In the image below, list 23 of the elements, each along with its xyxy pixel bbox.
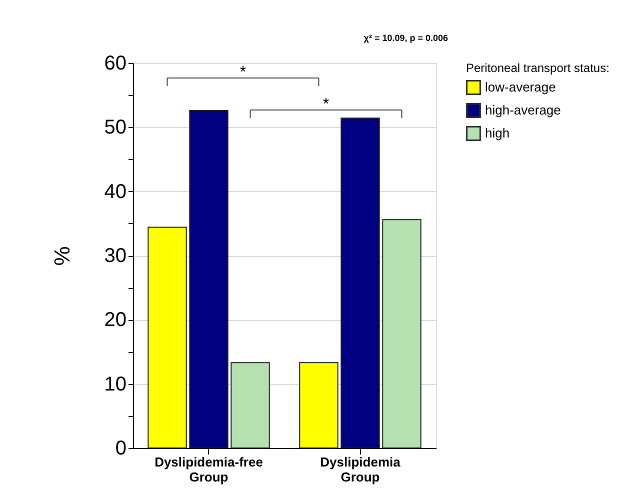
legend-label: low-average	[485, 80, 556, 94]
bar	[230, 362, 270, 448]
y-tick-label: 60	[104, 52, 126, 74]
bar	[382, 219, 422, 448]
y-tick-label: 0	[115, 438, 126, 460]
y-tick-label: 50	[104, 116, 126, 139]
legend-label: high	[485, 126, 510, 140]
y-tick-label: 10	[104, 373, 126, 396]
x-tick-label: Dyslipidemia Group	[320, 454, 402, 484]
bar	[148, 226, 187, 448]
x-tick-label: Dyslipidemia-free Group	[154, 454, 263, 484]
y-axis-title: %	[49, 246, 74, 266]
annotation: *	[240, 64, 246, 81]
annotation: *	[322, 96, 330, 113]
text: χ² = 10.09, p = 0.006	[364, 33, 448, 43]
bar	[340, 118, 380, 448]
legend-label: high-average	[485, 102, 561, 118]
y-tick-label: 20	[104, 309, 126, 332]
bar	[299, 362, 338, 448]
legend-title: Peritoneal transport status:	[466, 61, 610, 75]
bar	[189, 110, 228, 448]
y-tick-label: 30	[104, 245, 126, 267]
y-tick-label: 40	[104, 180, 126, 203]
